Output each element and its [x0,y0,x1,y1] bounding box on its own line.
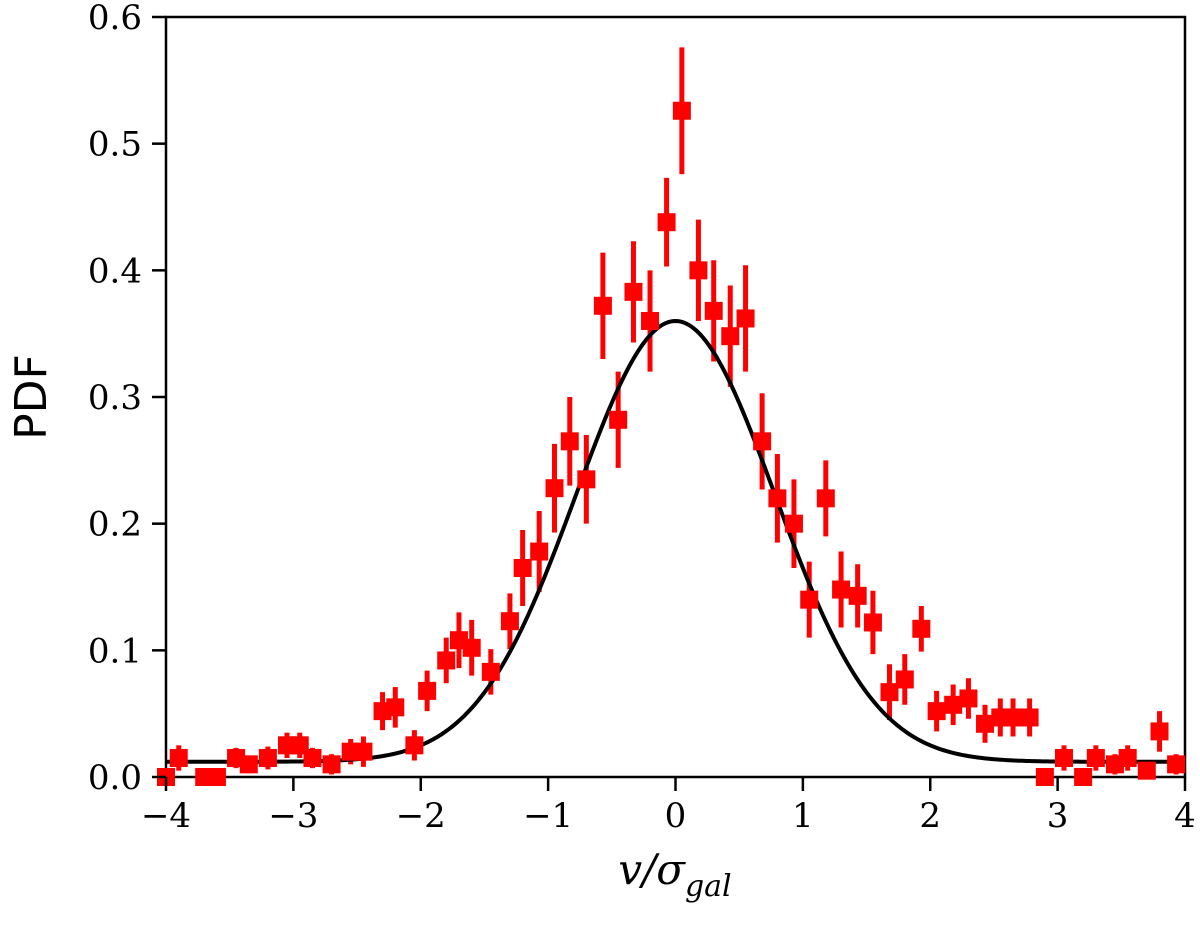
data-point [386,698,405,717]
data-point [848,586,867,605]
y-tick-label: 0.0 [88,758,142,798]
data-point [944,695,963,714]
x-tick-label: 1 [792,796,814,836]
data-point [927,702,946,721]
data-point [672,101,691,120]
x-axis-label: v/σgal [618,845,731,904]
data-point [800,590,819,609]
x-tick-label: 3 [1047,796,1069,836]
x-tick-label: −2 [396,796,446,836]
data-point [1150,722,1169,741]
data-point [481,662,500,681]
data-point [354,742,373,761]
data-point [863,613,882,632]
y-tick-label: 0.5 [88,125,142,165]
data-point [816,489,835,508]
data-point [207,768,226,786]
data-point [405,736,424,755]
data-point [895,670,914,689]
x-axis-label-main: v/σ [618,845,686,894]
x-tick-label: 0 [665,796,687,836]
x-tick-label: 4 [1174,796,1196,836]
data-point [500,612,519,631]
data-point [784,514,803,533]
x-axis-ticks: −4 −3 −2 −1 0 1 2 3 4 [141,777,1196,836]
data-point [689,261,708,280]
data-point [832,580,851,599]
data-point [704,301,723,320]
data-point [1086,749,1105,767]
data-point [912,619,931,638]
data-point [593,296,612,315]
data-point [560,432,579,451]
y-tick-label: 0.1 [88,631,142,671]
data-point [1054,749,1073,767]
x-axis-label-sub: gal [685,869,732,904]
data-point [462,638,481,657]
data-point [736,309,755,328]
data-point [322,755,341,774]
data-point [303,749,322,767]
data-point [513,559,532,577]
y-axis-ticks: 0.0 0.1 0.2 0.3 0.4 0.5 0.6 [88,0,166,798]
data-point [418,681,437,700]
data-point [1035,768,1054,786]
data-point [437,651,456,670]
data-point [609,410,628,429]
data-point [959,689,978,708]
data-point [1137,761,1156,780]
data-point [577,470,596,489]
x-tick-label: −4 [141,796,191,836]
data-point [1020,708,1039,727]
data-point [530,542,549,561]
y-tick-label: 0.2 [88,505,142,545]
data-point [1074,768,1093,786]
data-point [624,282,643,301]
y-tick-label: 0.3 [88,378,142,418]
data-point [239,755,258,774]
plot-frame [164,15,1187,779]
errorbar-series [176,47,1179,777]
data-point [258,749,277,767]
data-point [1167,755,1186,774]
data-point [545,479,564,498]
x-tick-label: 2 [919,796,941,836]
y-tick-label: 0.4 [88,251,142,291]
data-point [1004,708,1023,727]
data-point [1118,749,1137,767]
data-point [976,714,995,733]
y-axis-label: PDF [6,354,57,440]
fit-curve [166,318,1185,764]
data-point [753,432,772,451]
data-point [641,312,660,330]
data-point [721,327,740,346]
data-point [768,489,787,508]
data-point [880,683,899,702]
y-tick-label: 0.6 [88,0,142,38]
x-tick-label: −1 [523,796,573,836]
data-points [157,101,1186,786]
data-point [169,749,188,767]
x-tick-label: −3 [268,796,318,836]
data-point [657,213,676,232]
